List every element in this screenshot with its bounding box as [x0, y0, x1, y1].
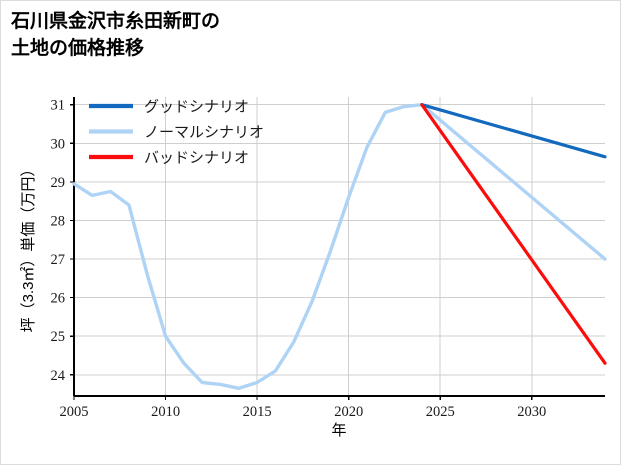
- y-tick-label-29: 29: [51, 175, 66, 191]
- legend-label-good: グッドシナリオ: [144, 99, 249, 116]
- x-axis-title: 年: [331, 422, 346, 439]
- x-tick-label-2005: 2005: [60, 404, 89, 420]
- x-tick-label-2020: 2020: [334, 404, 363, 420]
- series-group: [72, 103, 607, 390]
- series-line-normal: [72, 103, 607, 390]
- x-tick-label-2030: 2030: [517, 404, 546, 420]
- y-tick-label-27: 27: [51, 252, 66, 268]
- y-axis-ticks: 24 25 26 27 28 29 30 31: [51, 98, 74, 384]
- legend-label-bad: バッドシナリオ: [144, 151, 249, 167]
- series-line-bad: [420, 103, 607, 365]
- vertical-gridlines: [165, 97, 533, 396]
- series-line-good: [420, 103, 607, 159]
- y-tick-label-30: 30: [51, 136, 66, 152]
- horizontal-gridlines: [74, 104, 605, 376]
- y-tick-label-26: 26: [51, 291, 66, 307]
- legend-label-normal: ノーマルシナリオ: [144, 125, 264, 141]
- y-axis-title: 坪（3.3㎡）単価（万円）: [20, 162, 37, 333]
- y-tick-label-24: 24: [51, 368, 66, 384]
- x-tick-label-2015: 2015: [243, 404, 272, 420]
- x-tick-label-2025: 2025: [426, 404, 455, 420]
- y-tick-label-25: 25: [51, 329, 66, 345]
- y-tick-label-31: 31: [51, 98, 66, 114]
- x-axis-ticks: 2005 2010 2015 2020 2025 2030: [60, 396, 546, 420]
- y-tick-label-28: 28: [51, 214, 66, 230]
- x-tick-label-2010: 2010: [151, 404, 180, 420]
- page-title: 石川県金沢市糸田新町の 土地の価格推移: [11, 11, 221, 59]
